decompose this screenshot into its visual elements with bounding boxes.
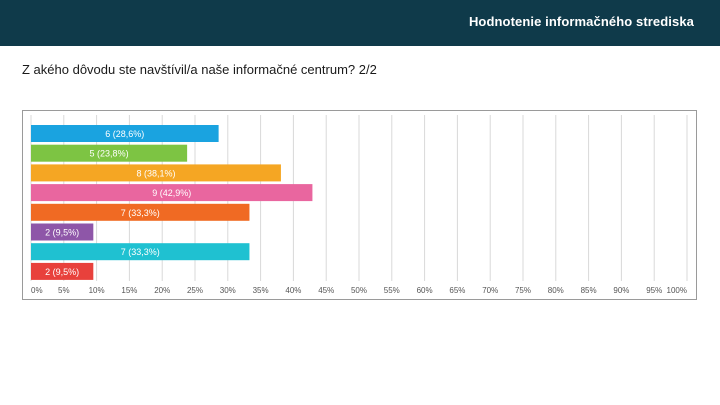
question-text: Z akého dôvodu ste navštívil/a naše info… [22,62,377,77]
bar [31,223,94,241]
x-tick-label: 15% [121,286,137,295]
x-tick-label: 50% [351,286,367,295]
x-tick-label: 10% [89,286,105,295]
bar-chart: 0% 5% 10% 15% 20% 25% 30% 35% 40% 45% 50% 55% 60% 65%… [30,115,688,295]
bar [31,125,219,142]
x-tick-label: 0% [31,286,43,295]
x-tick-label: 45% [318,286,334,295]
x-tick-label: 5% [58,286,70,295]
bar-data-label: 8 (38,1%) [136,168,175,178]
x-tick-label: 85% [581,286,597,295]
bar [31,203,250,221]
bar-data-label: 2 (9,5%) [45,267,79,277]
x-tick-label: 90% [613,286,629,295]
bar-data-label: 2 (9,5%) [45,228,79,238]
bar [31,262,94,280]
bar [31,144,188,162]
bar-data-label: 7 (33,3%) [121,208,160,218]
header-bar: Hodnotenie informačného strediska [0,0,720,46]
bar [31,243,250,261]
x-tick-label: 80% [548,286,564,295]
x-tick-label: 20% [154,286,170,295]
x-tick-label: 60% [417,286,433,295]
x-tick-label: 75% [515,286,531,295]
bar [31,184,313,202]
bar-data-label: 6 (28,6%) [105,129,144,139]
bar [31,164,281,182]
bar-data-label: 7 (33,3%) [121,247,160,257]
bar-data-label: 9 (42,9%) [152,188,191,198]
header-title: Hodnotenie informačného strediska [468,14,694,29]
x-tick-label: 70% [482,286,498,295]
bar-data-label: 5 (23,8%) [90,149,129,159]
x-tick-label: 30% [220,286,236,295]
x-tick-label: 40% [285,286,301,295]
x-tick-label: 100% [667,286,687,295]
x-tick-label: 25% [187,286,203,295]
x-tick-label: 95% [646,286,662,295]
x-tick-label: 55% [384,286,400,295]
chart-frame: 0% 5% 10% 15% 20% 25% 30% 35% 40% 45% 50% 55% 60% 65%… [22,110,697,300]
x-tick-label: 35% [253,286,269,295]
x-tick-label: 65% [449,286,465,295]
